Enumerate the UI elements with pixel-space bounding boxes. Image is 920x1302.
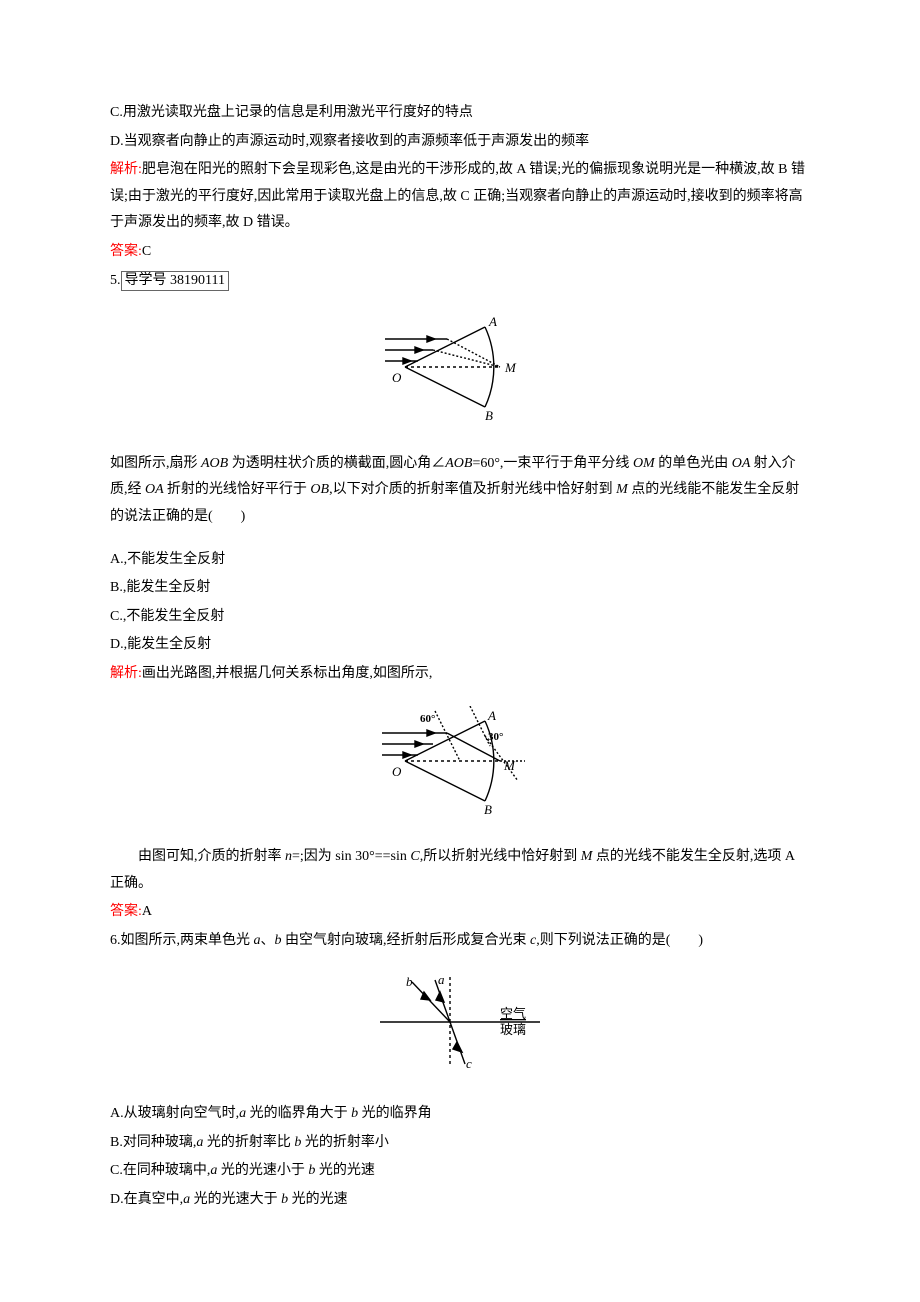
- q5-stem-text: 为透明柱状介质的横截面,圆心角∠: [232, 456, 446, 471]
- explanation-label: 解析:: [110, 666, 142, 681]
- q5-concl-text: 由图可知,介质的折射率: [138, 849, 285, 864]
- q6-option-d: D.在真空中,a 光的光速大于 b 光的光速: [110, 1187, 810, 1214]
- q5-option-d: D.,能发生全反射: [110, 632, 810, 659]
- q6-stem-text: 如图所示,两束单色光: [121, 933, 254, 948]
- q5-stem-text: 折射的光线恰好平行于: [167, 482, 311, 497]
- explanation-text: 画出光路图,并根据几何关系标出角度,如图所示,: [142, 666, 433, 681]
- svg-text:M: M: [504, 360, 517, 375]
- answer-text: A: [142, 904, 152, 919]
- q5-stem-var: M: [613, 482, 632, 497]
- explanation-label: 解析:: [110, 162, 142, 177]
- q6-option-c: C.在同种玻璃中,a 光的光速小于 b 光的光速: [110, 1158, 810, 1185]
- svg-text:30°: 30°: [488, 731, 503, 743]
- q5-stem-var: OM: [633, 456, 658, 471]
- opt-var: b: [308, 1163, 319, 1178]
- svg-text:空气: 空气: [500, 1006, 526, 1021]
- q6-stem-text: ,则下列说法正确的是( ): [536, 933, 703, 948]
- opt-text: 光的折射率比: [207, 1135, 295, 1150]
- q6-diagram: a b c 空气 玻璃: [110, 972, 810, 1083]
- q5-number: 5.: [110, 273, 121, 288]
- svg-text:玻璃: 玻璃: [500, 1022, 526, 1037]
- q5-concl-var: M: [581, 849, 596, 864]
- answer-label: 答案:: [110, 904, 142, 919]
- q5-answer: 答案:A: [110, 899, 810, 926]
- opt-var: b: [351, 1106, 362, 1121]
- q5-diagram-1: A O M B: [110, 312, 810, 433]
- opt-text: 光的光速: [292, 1192, 348, 1207]
- q5-stem-var: OB: [310, 482, 329, 497]
- explanation-text: 肥皂泡在阳光的照射下会呈现彩色,这是由光的干涉形成的,故 A 错误;光的偏振现象…: [110, 162, 805, 230]
- q5-concl-text: =;因为 sin 30°==sin: [292, 849, 410, 864]
- svg-text:60°: 60°: [420, 713, 435, 725]
- opt-var: a: [196, 1135, 207, 1150]
- q6-stem-text: 由空气射向玻璃,经折射后形成复合光束: [285, 933, 530, 948]
- q5-stem: 如图所示,扇形 AOB 为透明柱状介质的横截面,圆心角∠AOB=60°,一束平行…: [110, 451, 810, 531]
- intro-option-d: D.当观察者向静止的声源运动时,观察者接收到的声源频率低于声源发出的频率: [110, 129, 810, 156]
- q5-stem-text: =60°,一束平行于角平分线: [472, 456, 633, 471]
- q6-stem-var: a: [254, 933, 261, 948]
- q5-explanation: 解析:画出光路图,并根据几何关系标出角度,如图所示,: [110, 661, 810, 688]
- q5-reference-box: 导学号 38190111: [121, 271, 229, 291]
- svg-text:c: c: [466, 1056, 472, 1071]
- svg-text:O: O: [392, 764, 402, 779]
- svg-text:a: a: [438, 972, 445, 987]
- q5-option-b: B.,能发生全反射: [110, 575, 810, 602]
- q5-header: 5.导学号 38190111: [110, 268, 810, 295]
- svg-text:b: b: [406, 974, 413, 989]
- intro-option-c: C.用激光读取光盘上记录的信息是利用激光平行度好的特点: [110, 100, 810, 127]
- opt-var: a: [183, 1192, 194, 1207]
- intro-explanation: 解析:肥皂泡在阳光的照射下会呈现彩色,这是由光的干涉形成的,故 A 错误;光的偏…: [110, 157, 810, 237]
- opt-text: 光的光速: [319, 1163, 375, 1178]
- opt-text: B.对同种玻璃,: [110, 1135, 196, 1150]
- q6-option-a: A.从玻璃射向空气时,a 光的临界角大于 b 光的临界角: [110, 1101, 810, 1128]
- answer-label: 答案:: [110, 244, 142, 259]
- svg-text:A: A: [488, 314, 497, 329]
- q5-conclusion: 由图可知,介质的折射率 n=;因为 sin 30°==sin C,所以折射光线中…: [110, 844, 810, 897]
- opt-var: b: [294, 1135, 305, 1150]
- answer-text: C: [142, 244, 151, 259]
- svg-text:B: B: [484, 802, 492, 816]
- opt-text: C.在同种玻璃中,: [110, 1163, 210, 1178]
- svg-text:M: M: [503, 758, 516, 773]
- q5-stem-text: ,以下对介质的折射率值及折射光线中恰好射到: [329, 482, 613, 497]
- q6-number: 6.: [110, 933, 121, 948]
- q5-stem-text: 的单色光由: [658, 456, 732, 471]
- q5-stem-var: AOB: [201, 456, 232, 471]
- opt-var: a: [239, 1106, 250, 1121]
- opt-var: b: [281, 1192, 292, 1207]
- q6-stem-text: 、: [261, 933, 275, 948]
- q5-diagram-2: 60° 30° A O M B: [110, 706, 810, 827]
- q6-stem: 6.如图所示,两束单色光 a、b 由空气射向玻璃,经折射后形成复合光束 c,则下…: [110, 928, 810, 955]
- q6-option-b: B.对同种玻璃,a 光的折射率比 b 光的折射率小: [110, 1130, 810, 1157]
- opt-text: A.从玻璃射向空气时,: [110, 1106, 239, 1121]
- opt-text: 光的光速小于: [221, 1163, 309, 1178]
- opt-text: 光的折射率小: [305, 1135, 389, 1150]
- opt-var: a: [210, 1163, 221, 1178]
- q5-stem-text: 如图所示,扇形: [110, 456, 201, 471]
- svg-text:B: B: [485, 408, 493, 422]
- q5-option-c: C.,不能发生全反射: [110, 604, 810, 631]
- svg-text:O: O: [392, 370, 402, 385]
- intro-answer: 答案:C: [110, 239, 810, 266]
- opt-text: 光的临界角: [362, 1106, 432, 1121]
- opt-text: 光的光速大于: [194, 1192, 282, 1207]
- q5-concl-var: n: [285, 849, 292, 864]
- q5-option-a: A.,不能发生全反射: [110, 547, 810, 574]
- q5-concl-text: ,所以折射光线中恰好射到: [420, 849, 581, 864]
- q6-stem-var: b: [275, 933, 286, 948]
- q5-stem-var: OA: [145, 482, 167, 497]
- opt-text: 光的临界角大于: [250, 1106, 352, 1121]
- svg-text:A: A: [487, 708, 496, 723]
- opt-text: D.在真空中,: [110, 1192, 183, 1207]
- q5-stem-var: OA: [732, 456, 754, 471]
- q5-concl-var: C: [410, 849, 419, 864]
- q5-stem-var: AOB: [445, 456, 472, 471]
